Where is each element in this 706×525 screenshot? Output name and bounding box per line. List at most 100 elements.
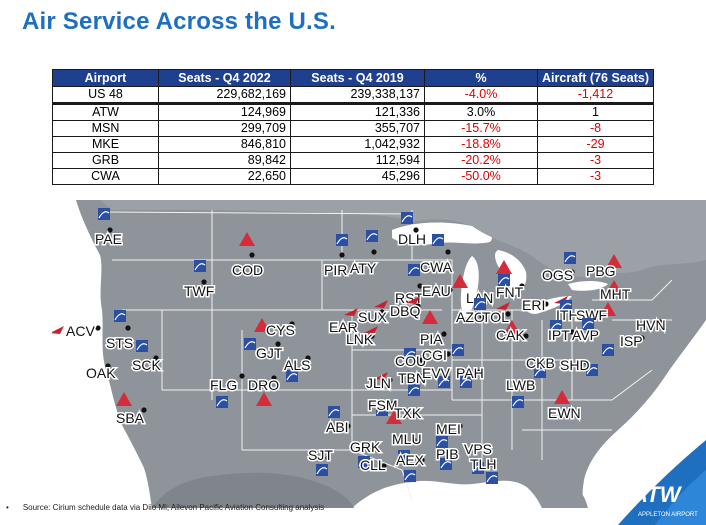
united-logo-stripe (438, 379, 450, 387)
airport-dot-icon (141, 407, 147, 413)
airport-code-label: MEI (436, 421, 461, 437)
airport-code-label: COD (232, 262, 263, 278)
airport-dot-icon (505, 311, 511, 317)
cell-pct-change: -15.7% (424, 120, 538, 137)
airport-code-label: EAU (422, 283, 451, 299)
united-logo-stripe (336, 237, 348, 245)
cell-pct-change: -4.0% (424, 86, 538, 105)
airport-code-label: TXK (394, 405, 422, 421)
airport-dot-icon (523, 333, 529, 339)
cell-airport: GRB (52, 152, 159, 169)
cell-seats-2022: 89,842 (158, 152, 291, 169)
airport-code-label: PAE (95, 231, 122, 247)
col-q4-2019-header: Seats - Q4 2019 (290, 69, 425, 87)
united-logo-icon (560, 300, 572, 312)
col-airport-header: Airport (52, 69, 159, 87)
logo-mark: ATW (631, 482, 683, 507)
cell-pct-change: -18.8% (424, 136, 538, 153)
mexico-region (152, 472, 354, 508)
united-logo-stripe (358, 459, 370, 467)
cell-airport: MSN (52, 120, 159, 137)
cell-seats-2022: 229,682,169 (158, 86, 291, 105)
delta-logo-icon (554, 390, 570, 404)
united-logo-stripe (398, 453, 410, 461)
airport-dot-icon (419, 357, 425, 363)
united-logo-stripe (440, 461, 452, 469)
united-logo-icon (244, 338, 256, 350)
airport-code-label: CWA (420, 259, 453, 275)
united-logo-icon (328, 406, 340, 418)
cell-aircraft-change: -3 (537, 152, 654, 169)
united-logo-stripe (404, 351, 416, 359)
cell-seats-2022: 846,810 (158, 136, 291, 153)
united-logo-icon (98, 208, 110, 220)
united-logo-stripe (244, 341, 256, 349)
united-logo-stripe (286, 373, 298, 381)
american-logo-icon (374, 300, 388, 308)
cell-aircraft-change: -29 (537, 136, 654, 153)
united-logo-stripe (512, 399, 524, 407)
united-logo-stripe (472, 465, 484, 473)
airport-dot-icon (379, 309, 385, 315)
airport-code-label: CGI (422, 347, 447, 363)
united-logo-stripe (560, 303, 572, 311)
united-logo-icon (194, 260, 206, 272)
united-logo-icon (316, 464, 328, 476)
cell-airport: MKE (52, 136, 159, 153)
airport-dot-icon (441, 331, 447, 337)
airport-dot-icon (339, 252, 345, 258)
airport-code-label: OAK (86, 365, 116, 381)
united-logo-icon (404, 470, 416, 482)
airport-dot-icon (371, 445, 377, 451)
cell-aircraft-change: -8 (537, 120, 654, 137)
delta-logo-icon (254, 318, 270, 332)
cell-pct-change: 3.0% (424, 103, 538, 121)
airport-code-label: SCK (132, 357, 161, 373)
airport-dot-icon (345, 423, 351, 429)
cell-seats-2019: 45,296 (290, 168, 425, 185)
source-footnote: • Source: Cirium schedule data via Diio M… (6, 503, 324, 512)
delta-logo-icon (504, 320, 520, 334)
airport-dot-icon (569, 407, 575, 413)
united-logo-icon (136, 340, 148, 352)
united-logo-stripe (136, 343, 148, 351)
united-logo-icon (602, 344, 614, 356)
united-logo-stripe (328, 409, 340, 417)
col-aircraft-header: Aircraft (76 Seats) (537, 69, 654, 87)
united-logo-stripe (404, 473, 416, 481)
airport-dot-icon (107, 227, 113, 233)
airport-dot-icon (583, 359, 589, 365)
airport-code-label: MLU (392, 431, 422, 447)
delta-logo-icon (256, 392, 272, 406)
united-logo-icon (474, 298, 486, 310)
airport-code-label: EVV (422, 365, 451, 381)
airport-code-label: STS (106, 335, 133, 351)
delta-logo-icon (496, 260, 512, 274)
airport-dot-icon (569, 269, 575, 275)
airport-code-label: AZO (456, 309, 485, 325)
delta-logo-icon (422, 310, 438, 324)
airport-dot-icon (519, 283, 525, 289)
airport-dot-icon (289, 321, 295, 327)
airport-dot-icon (453, 451, 459, 457)
united-logo-icon (336, 234, 348, 246)
united-logo-stripe (486, 475, 498, 483)
florida (528, 483, 588, 508)
united-logo-icon (286, 370, 298, 382)
airport-dot-icon (445, 351, 451, 357)
table-header-row: Airport Seats - Q4 2022 Seats - Q4 2019 … (52, 69, 654, 87)
airport-dot-icon (419, 373, 425, 379)
united-logo-icon (398, 450, 410, 462)
cell-seats-2022: 22,650 (158, 168, 291, 185)
delta-logo-icon (239, 232, 255, 246)
airport-code-label: CLL (360, 457, 386, 473)
american-logo-icon (344, 308, 358, 316)
us-route-map: PAECODPIRATYDLHCWAOGSPBGTWFRSTEAULANFNTM… (52, 200, 706, 508)
united-logo-icon (401, 212, 413, 224)
table-row: CWA 22,650 45,296 -50.0% -3 (52, 168, 654, 185)
atlantic-ocean (582, 320, 706, 508)
airport-code-label: ISP (620, 333, 643, 349)
united-logo-icon (472, 462, 484, 474)
airport-dot-icon (575, 313, 581, 319)
airport-code-label: AVP (572, 327, 599, 343)
